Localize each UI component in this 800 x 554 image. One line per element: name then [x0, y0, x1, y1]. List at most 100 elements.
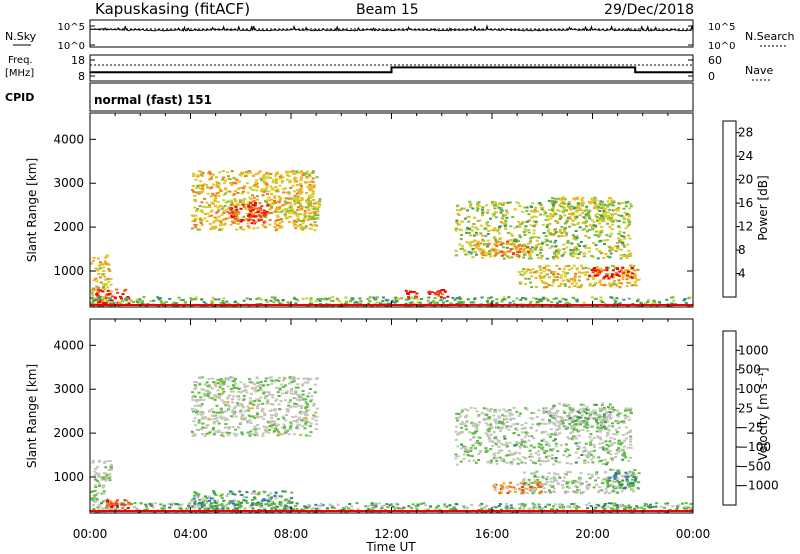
data-cell [581, 267, 585, 270]
data-cell [276, 188, 280, 191]
data-cell [494, 238, 497, 241]
data-cell [276, 171, 280, 174]
data-cell [371, 504, 375, 506]
data-cell [542, 438, 546, 441]
data-cell [529, 271, 533, 274]
data-cell [559, 274, 563, 277]
data-cell [550, 485, 554, 488]
data-cell [290, 387, 294, 390]
data-cell [533, 505, 537, 508]
data-cell [595, 503, 599, 506]
data-cell [314, 419, 318, 422]
data-cell [404, 298, 408, 301]
data-cell [318, 299, 322, 302]
data-cell [262, 225, 266, 228]
data-cell [526, 220, 529, 223]
data-cell [293, 377, 297, 380]
data-cell [467, 250, 471, 253]
data-cell [302, 398, 306, 401]
data-cell [97, 291, 101, 294]
data-cell [462, 457, 466, 460]
data-cell [397, 507, 401, 510]
data-cell [617, 447, 620, 450]
data-cell [150, 502, 154, 505]
data-cell [576, 221, 580, 224]
data-cell [565, 481, 569, 484]
data-cell [536, 479, 539, 481]
data-cell [527, 277, 531, 280]
data-cell [268, 409, 272, 412]
data-cell [622, 421, 626, 424]
data-region [92, 502, 693, 513]
data-cell [152, 299, 156, 302]
data-cell [274, 201, 277, 204]
data-cell [552, 491, 556, 493]
data-cell [380, 507, 384, 510]
data-cell [553, 201, 557, 204]
data-cell [592, 201, 596, 204]
data-cell [287, 197, 291, 200]
data-cell [626, 431, 630, 434]
data-cell [299, 433, 303, 436]
data-cell [482, 240, 486, 243]
data-cell [499, 250, 503, 253]
data-cell [282, 386, 286, 388]
data-cell [145, 508, 149, 511]
data-cell [579, 477, 583, 480]
data-cell [508, 301, 512, 304]
data-cell [528, 252, 531, 255]
data-cell [593, 202, 597, 205]
data-cell [486, 224, 490, 227]
data-cell [222, 176, 226, 179]
data-cell [550, 433, 554, 436]
data-cell [118, 295, 122, 298]
data-cell [200, 403, 204, 406]
data-cell [605, 479, 609, 482]
data-cell [551, 281, 555, 283]
data-cell [587, 502, 591, 505]
data-cell [601, 446, 605, 449]
data-cell [609, 296, 613, 299]
data-cell [608, 208, 612, 211]
data-cell [483, 413, 487, 416]
data-cell [288, 376, 292, 379]
data-cell [538, 481, 542, 484]
data-cell [606, 451, 610, 454]
data-cell [586, 507, 589, 510]
data-cell [199, 218, 202, 221]
data-cell [505, 507, 509, 510]
colorbar-tick-label: 4 [738, 267, 746, 281]
data-cell [253, 184, 257, 187]
data-cell [558, 475, 561, 478]
data-cell [277, 403, 281, 406]
colorbar-tick-label: 20 [738, 173, 753, 187]
data-cell [226, 396, 230, 399]
data-cell [488, 508, 492, 511]
data-cell [228, 216, 231, 219]
data-cell [542, 266, 546, 269]
data-cell [107, 268, 111, 270]
data-cell [115, 288, 119, 291]
velocity-heatmap [90, 376, 693, 513]
data-cell [299, 410, 303, 413]
data-cell [282, 505, 286, 508]
data-cell [560, 503, 564, 506]
data-cell [515, 410, 519, 413]
data-cell [244, 507, 247, 510]
data-cell [285, 414, 289, 416]
data-cell [233, 198, 237, 201]
data-cell [217, 429, 221, 432]
data-cell [495, 204, 499, 207]
data-cell [296, 217, 300, 220]
data-cell [300, 407, 303, 409]
data-cell [523, 503, 527, 506]
data-cell [651, 506, 655, 509]
data-cell [592, 443, 596, 446]
data-cell [298, 199, 302, 202]
data-cell [273, 380, 277, 383]
data-cell [259, 381, 263, 383]
data-cell [445, 505, 449, 508]
data-cell [242, 398, 246, 401]
data-cell [631, 488, 635, 491]
